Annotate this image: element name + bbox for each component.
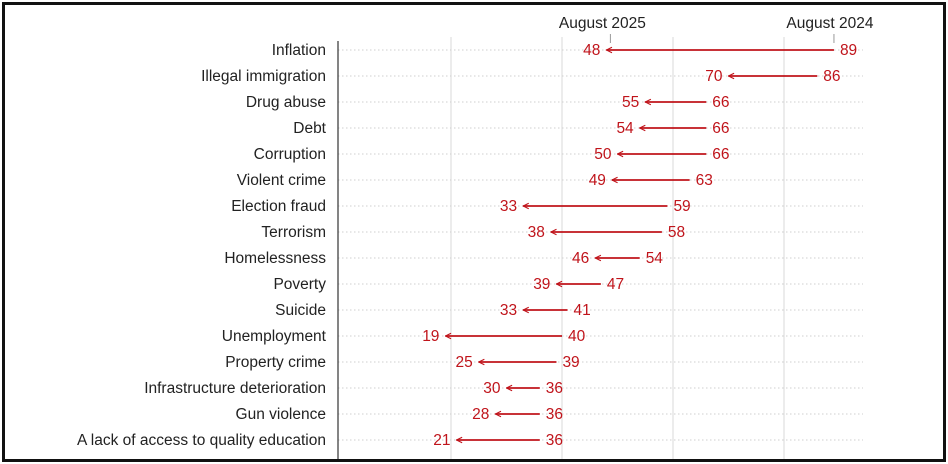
category-label: Illegal immigration — [201, 68, 326, 85]
category-label: Inflation — [272, 42, 326, 59]
value-label-2025: 33 — [500, 302, 517, 319]
value-label-2024: 63 — [696, 172, 713, 189]
category-label: Poverty — [273, 276, 326, 293]
category-label: Unemployment — [222, 328, 327, 345]
category-label: Violent crime — [237, 172, 326, 189]
category-label: Gun violence — [236, 406, 326, 423]
value-label-2025: 28 — [472, 406, 489, 423]
value-label-2024: 59 — [673, 198, 690, 215]
value-label-2024: 89 — [840, 42, 857, 59]
value-label-2024: 58 — [668, 224, 685, 241]
value-label-2025: 33 — [500, 198, 517, 215]
category-label: Drug abuse — [246, 94, 326, 111]
value-label-2024: 40 — [568, 328, 586, 345]
value-label-2025: 30 — [483, 380, 501, 397]
category-label: Property crime — [225, 354, 326, 371]
value-label-2025: 54 — [616, 120, 634, 137]
value-label-2025: 70 — [705, 68, 723, 85]
value-label-2025: 46 — [572, 250, 589, 267]
value-label-2024: 66 — [712, 94, 729, 111]
category-label: A lack of access to quality education — [77, 432, 326, 449]
category-label: Debt — [293, 120, 326, 137]
value-label-2025: 39 — [533, 276, 550, 293]
value-label-2024: 86 — [823, 68, 840, 85]
category-label: Corruption — [254, 146, 326, 163]
category-label: Infrastructure deterioration — [144, 380, 326, 397]
value-label-2025: 25 — [456, 354, 473, 371]
series-header-2024: August 2024 — [786, 15, 873, 32]
value-label-2024: 66 — [712, 120, 729, 137]
value-label-2025: 50 — [594, 146, 612, 163]
series-header-2025: August 2025 — [559, 15, 646, 32]
category-label: Terrorism — [261, 224, 326, 241]
value-label-2024: 39 — [562, 354, 579, 371]
value-label-2025: 48 — [583, 42, 600, 59]
value-label-2024: 36 — [546, 380, 563, 397]
category-label: Homelessness — [224, 250, 326, 267]
value-label-2024: 54 — [646, 250, 664, 267]
value-label-2024: 36 — [546, 432, 563, 449]
value-label-2025: 21 — [433, 432, 450, 449]
category-label: Election fraud — [231, 198, 326, 215]
value-label-2024: 36 — [546, 406, 563, 423]
value-label-2025: 38 — [528, 224, 545, 241]
value-label-2025: 19 — [422, 328, 439, 345]
value-label-2025: 49 — [589, 172, 606, 189]
arrow-chart: August 2025 August 2024 Inflation 48 89 Illeg… — [77, 15, 874, 459]
value-label-2025: 55 — [622, 94, 639, 111]
category-label: Suicide — [275, 302, 326, 319]
value-label-2024: 41 — [574, 302, 591, 319]
value-label-2024: 47 — [607, 276, 624, 293]
value-label-2024: 66 — [712, 146, 729, 163]
